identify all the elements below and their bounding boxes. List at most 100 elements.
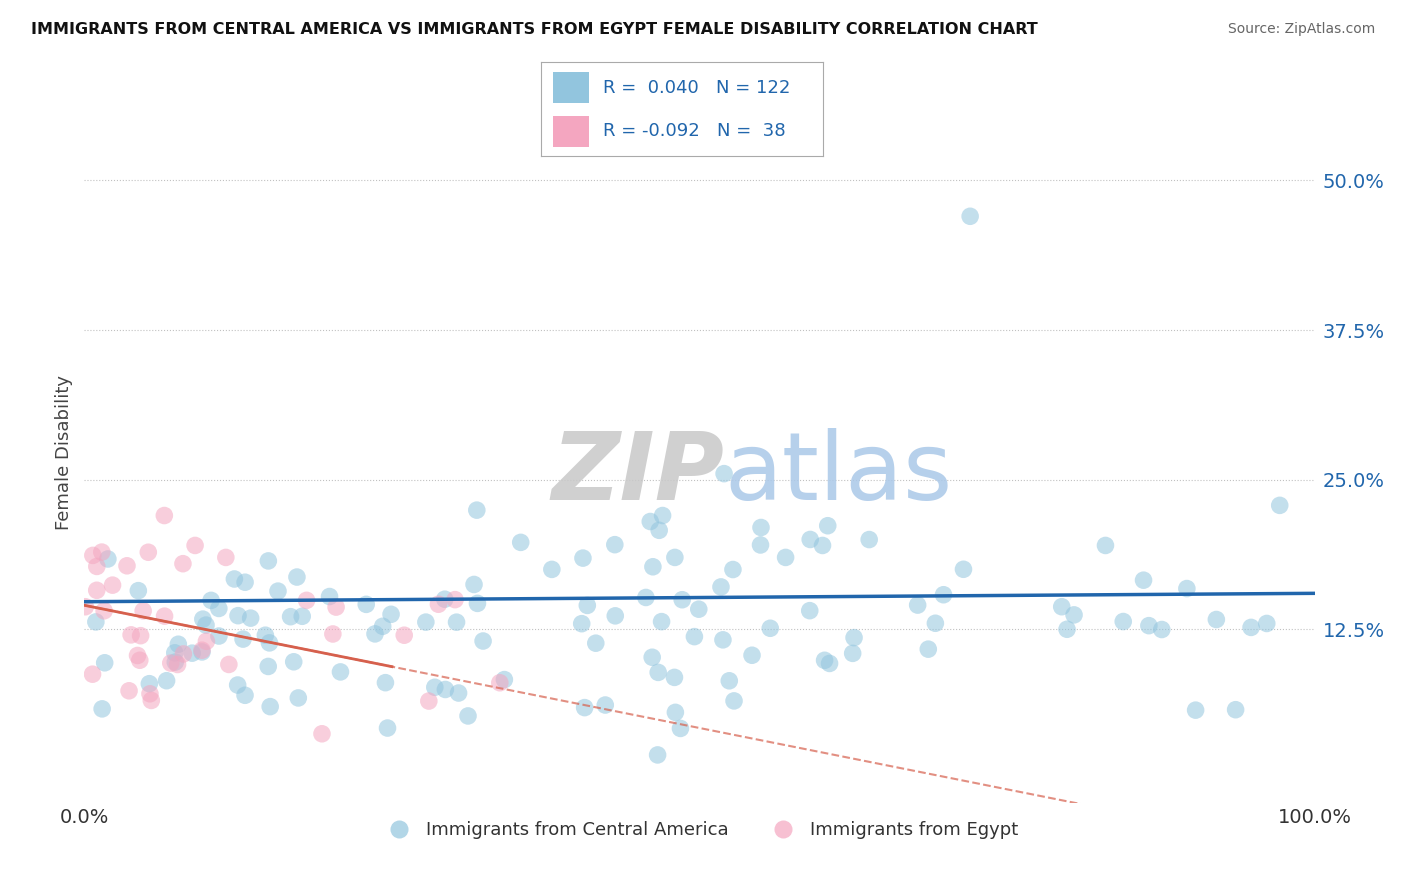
Legend: Immigrants from Central America, Immigrants from Egypt: Immigrants from Central America, Immigra… (374, 814, 1025, 847)
Point (138, 676, 160, 690)
Point (907, 598, 929, 612)
Point (233, 575, 256, 590)
Point (90, 545, 112, 559)
Point (418, 694, 440, 708)
Point (115, 558, 138, 573)
Point (688, 602, 710, 616)
Point (166, 657, 188, 672)
Point (593, 698, 616, 712)
Text: R =  0.040   N = 122: R = 0.040 N = 122 (603, 78, 790, 96)
Bar (553, 72, 589, 103)
Point (329, 665, 352, 679)
Point (605, 608, 627, 623)
Point (259, 699, 281, 714)
Point (280, 609, 302, 624)
Y-axis label: Female Disability: Female Disability (55, 376, 73, 530)
Point (1056, 622, 1078, 636)
Point (571, 616, 593, 631)
Point (380, 607, 402, 622)
Point (93, 604, 115, 618)
Point (254, 628, 277, 642)
Point (671, 592, 693, 607)
Point (184, 538, 207, 552)
Point (191, 643, 214, 657)
Text: ZIP: ZIP (553, 427, 724, 520)
Text: atlas: atlas (724, 427, 952, 520)
Point (127, 583, 149, 598)
Point (640, 515, 662, 529)
Point (322, 627, 344, 641)
Point (813, 653, 835, 667)
Point (932, 588, 955, 602)
Point (233, 688, 256, 702)
Point (741, 648, 763, 663)
Point (917, 642, 939, 657)
Point (683, 630, 706, 644)
Point (86, 583, 108, 598)
Point (181, 646, 204, 660)
Point (1175, 582, 1198, 596)
Point (208, 601, 231, 615)
Point (127, 648, 149, 663)
Point (641, 559, 664, 574)
Point (129, 629, 152, 643)
Point (811, 538, 834, 552)
Point (1184, 703, 1206, 717)
Point (318, 590, 340, 604)
Point (465, 503, 488, 517)
Point (576, 599, 599, 613)
Point (959, 209, 981, 223)
Point (224, 572, 246, 586)
Point (97, 552, 120, 566)
Point (84, 615, 107, 629)
Point (721, 562, 744, 576)
Point (226, 608, 249, 623)
Point (132, 604, 155, 618)
Point (818, 657, 841, 671)
Text: R = -0.092   N =  38: R = -0.092 N = 38 (603, 122, 786, 140)
Text: IMMIGRANTS FROM CENTRAL AMERICA VS IMMIGRANTS FROM EGYPT FEMALE DISABILITY CORRE: IMMIGRANTS FROM CENTRAL AMERICA VS IMMIG… (31, 22, 1038, 37)
Point (295, 593, 318, 607)
Point (267, 584, 290, 599)
Point (136, 545, 159, 559)
Point (165, 655, 187, 669)
Point (1268, 499, 1291, 513)
Bar (553, 116, 589, 147)
Point (749, 538, 772, 552)
Point (447, 686, 470, 700)
Point (669, 722, 692, 736)
Point (285, 570, 308, 584)
Point (155, 673, 177, 688)
Point (226, 678, 249, 692)
Point (648, 524, 671, 538)
Point (167, 637, 190, 651)
Point (257, 659, 280, 673)
Point (172, 647, 194, 661)
Point (200, 593, 222, 607)
Point (93, 656, 115, 670)
Point (574, 700, 596, 714)
Point (858, 533, 880, 547)
Point (817, 518, 839, 533)
Point (713, 467, 735, 481)
Point (191, 645, 214, 659)
Point (141, 693, 163, 707)
Point (218, 657, 240, 672)
Point (377, 721, 399, 735)
Point (641, 650, 664, 665)
Point (842, 631, 865, 645)
Text: Source: ZipAtlas.com: Source: ZipAtlas.com (1227, 22, 1375, 37)
Point (394, 628, 416, 642)
Point (153, 508, 176, 523)
Point (354, 598, 377, 612)
Point (924, 616, 946, 631)
Point (710, 580, 733, 594)
Point (82, 549, 104, 563)
Point (1240, 620, 1263, 634)
Point (118, 683, 141, 698)
Point (259, 636, 281, 650)
Point (1094, 538, 1116, 552)
Point (509, 535, 531, 549)
Point (91, 702, 114, 716)
Point (1050, 599, 1073, 614)
